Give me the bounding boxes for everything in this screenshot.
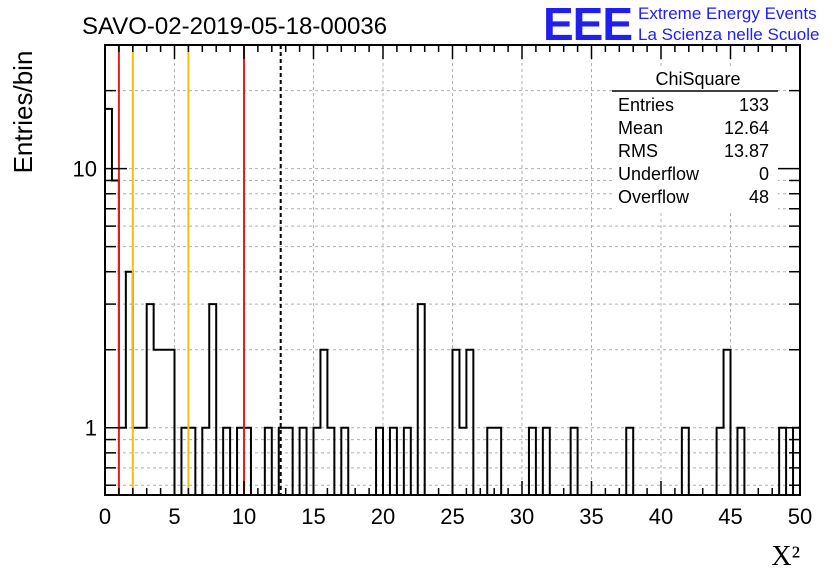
x-tick-label: 35: [579, 504, 603, 529]
x-tick-label: 10: [232, 504, 256, 529]
histogram-bin: [466, 350, 473, 495]
stats-value: 13.87: [724, 141, 769, 161]
eee-logo-line1: Extreme Energy Events: [638, 4, 817, 23]
stats-value: 0: [759, 164, 769, 184]
stats-value: 133: [739, 95, 769, 115]
stats-value: 48: [749, 187, 769, 207]
x-tick-label: 50: [788, 504, 812, 529]
histogram-bin: [168, 350, 175, 495]
histogram-bin: [126, 272, 133, 495]
x-tick-label: 45: [718, 504, 742, 529]
x-tick-label: 20: [371, 504, 395, 529]
eee-logo-line2: La Scienza nelle Scuole: [638, 25, 820, 44]
stats-label: RMS: [618, 141, 658, 161]
y-axis-label: Entries/bin: [8, 51, 38, 174]
histogram-bin: [320, 350, 327, 495]
histogram-bin: [209, 304, 216, 495]
histogram-bin: [105, 109, 112, 495]
histogram-bin: [724, 350, 731, 495]
histogram-bin: [418, 304, 425, 495]
histogram-bin: [154, 350, 161, 495]
stats-label: Underflow: [618, 164, 700, 184]
x-tick-label: 0: [99, 504, 111, 529]
x-tick-label: 30: [510, 504, 534, 529]
y-tick-label: 10: [73, 157, 97, 182]
stats-label: Overflow: [618, 187, 690, 207]
y-tick-label: 1: [85, 416, 97, 441]
x-tick-label: 25: [440, 504, 464, 529]
stats-box-title: ChiSquare: [655, 69, 740, 89]
histogram-bin: [112, 180, 119, 495]
x-tick-label: 15: [301, 504, 325, 529]
x-tick-label: 5: [168, 504, 180, 529]
histogram-bin: [147, 304, 154, 495]
x-axis-label: X²: [771, 541, 800, 572]
eee-logo-mark: EEE: [543, 0, 633, 50]
chart-title: SAVO-02-2019-05-18-00036: [82, 13, 387, 40]
stats-box-background: [612, 66, 778, 210]
stats-label: Entries: [618, 95, 674, 115]
stats-value: 12.64: [724, 118, 769, 138]
histogram-bin: [161, 350, 168, 495]
stats-label: Mean: [618, 118, 663, 138]
histogram-outline: [104, 107, 801, 496]
histogram-bin: [453, 350, 460, 495]
x-tick-label: 40: [649, 504, 673, 529]
